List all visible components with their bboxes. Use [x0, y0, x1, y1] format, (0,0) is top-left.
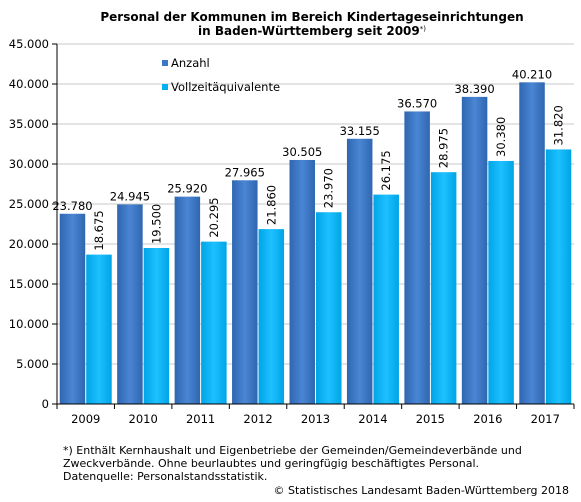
y-tick-label: 20.000: [9, 237, 49, 251]
legend-label-anzahl: Anzahl: [171, 56, 210, 70]
x-axis-ticks: 2009 2010 2011 2012 2013 2014 2015 2016 2017: [56, 404, 575, 426]
footnote-line-2: Zweckverbände. Ohne beurlaubtes und geri…: [63, 457, 480, 470]
data-label-anzahl: 33.155: [340, 124, 380, 138]
x-tick-label: 2011: [186, 412, 215, 426]
x-tick-label: 2013: [301, 412, 330, 426]
gridlines: [57, 43, 574, 365]
bar-vollzeitaequivalente: [86, 254, 112, 404]
bar-vollzeitaequivalente: [430, 172, 457, 404]
bar-anzahl: [59, 213, 86, 404]
bar-anzahl: [232, 180, 258, 404]
data-label-vollzeitaequivalente: 20.295: [207, 197, 221, 237]
bar-anzahl: [519, 82, 545, 404]
chart-title: Personal der Kommunen im Bereich Kindert…: [100, 10, 523, 24]
data-label-vollzeitaequivalente: 18.675: [92, 210, 106, 250]
data-label-anzahl: 24.945: [110, 189, 150, 203]
footnote: *) Enthält Kernhaushalt und Eigenbetrieb…: [63, 444, 563, 483]
y-tick-label: 15.000: [9, 277, 49, 291]
bar-anzahl: [346, 138, 373, 404]
y-tick-label: 40.000: [9, 77, 49, 91]
data-label-anzahl: 36.570: [397, 96, 437, 110]
bar-vollzeitaequivalente: [201, 241, 227, 404]
bar-anzahl: [404, 111, 430, 404]
bar-vollzeitaequivalente: [143, 248, 170, 404]
x-tick-label: 2012: [243, 412, 272, 426]
data-label-anzahl: 38.390: [454, 82, 494, 96]
y-tick-label: 30.000: [9, 157, 49, 171]
x-tick-label: 2017: [531, 412, 560, 426]
bar-vollzeitaequivalente: [316, 212, 342, 404]
chart-subtitle: in Baden-Württemberg seit 2009*): [198, 24, 426, 38]
y-tick-label: 45.000: [9, 37, 49, 51]
bar-vollzeitaequivalente: [373, 194, 399, 404]
copyright: © Statistisches Landesamt Baden-Württemb…: [273, 484, 569, 497]
bar-vollzeitaequivalente: [258, 229, 285, 404]
data-label-anzahl: 25.920: [167, 182, 207, 196]
bar-vollzeitaequivalente: [545, 149, 572, 404]
data-label-vollzeitaequivalente: 28.975: [437, 128, 451, 168]
legend-swatch-anzahl: [162, 60, 168, 66]
x-tick-label: 2009: [71, 412, 100, 426]
data-label-vollzeitaequivalente: 26.175: [379, 150, 393, 190]
chart-subtitle-text: in Baden-Württemberg seit 2009: [198, 24, 420, 38]
data-label-anzahl: 27.965: [225, 165, 265, 179]
x-tick-label: 2010: [129, 412, 158, 426]
data-label-anzahl: 23.780: [52, 199, 92, 213]
legend: Anzahl Vollzeitäquivalente: [162, 56, 280, 94]
bars: [59, 82, 572, 404]
data-label-vollzeitaequivalente: 21.860: [264, 185, 278, 225]
data-label-vollzeitaequivalente: 19.500: [149, 204, 163, 244]
bar-vollzeitaequivalente: [488, 160, 514, 404]
x-tick-label: 2015: [416, 412, 445, 426]
bar-anzahl: [289, 159, 315, 404]
bar-anzahl: [174, 196, 201, 404]
y-tick-label: 35.000: [9, 117, 49, 131]
data-label-vollzeitaequivalente: 31.820: [552, 105, 566, 145]
footnote-line-1: *) Enthält Kernhaushalt und Eigenbetrieb…: [63, 444, 522, 457]
x-tick-label: 2014: [358, 412, 387, 426]
legend-label-vze: Vollzeitäquivalente: [171, 80, 280, 94]
data-label-vollzeitaequivalente: 30.380: [494, 117, 508, 157]
bar-anzahl: [461, 96, 488, 404]
y-axis-ticks: 0 5.000 10.000 15.000 20.000 25.000 30.000 35.0…: [9, 37, 57, 411]
y-tick-label: 10.000: [9, 317, 49, 331]
data-label-anzahl: 40.210: [512, 67, 552, 81]
y-tick-label: 0: [42, 397, 49, 411]
chart-subtitle-footnote-mark: *): [420, 25, 427, 33]
data-label-anzahl: 30.505: [282, 145, 322, 159]
x-tick-label: 2016: [473, 412, 502, 426]
legend-swatch-vze: [162, 84, 168, 90]
footnote-line-3: Datenquelle: Personalstandsstatistik.: [63, 470, 268, 483]
y-tick-label: 5.000: [16, 357, 49, 371]
bar-anzahl: [117, 204, 143, 404]
y-tick-label: 25.000: [9, 197, 49, 211]
axes: [56, 44, 574, 405]
data-label-vollzeitaequivalente: 23.970: [322, 168, 336, 208]
